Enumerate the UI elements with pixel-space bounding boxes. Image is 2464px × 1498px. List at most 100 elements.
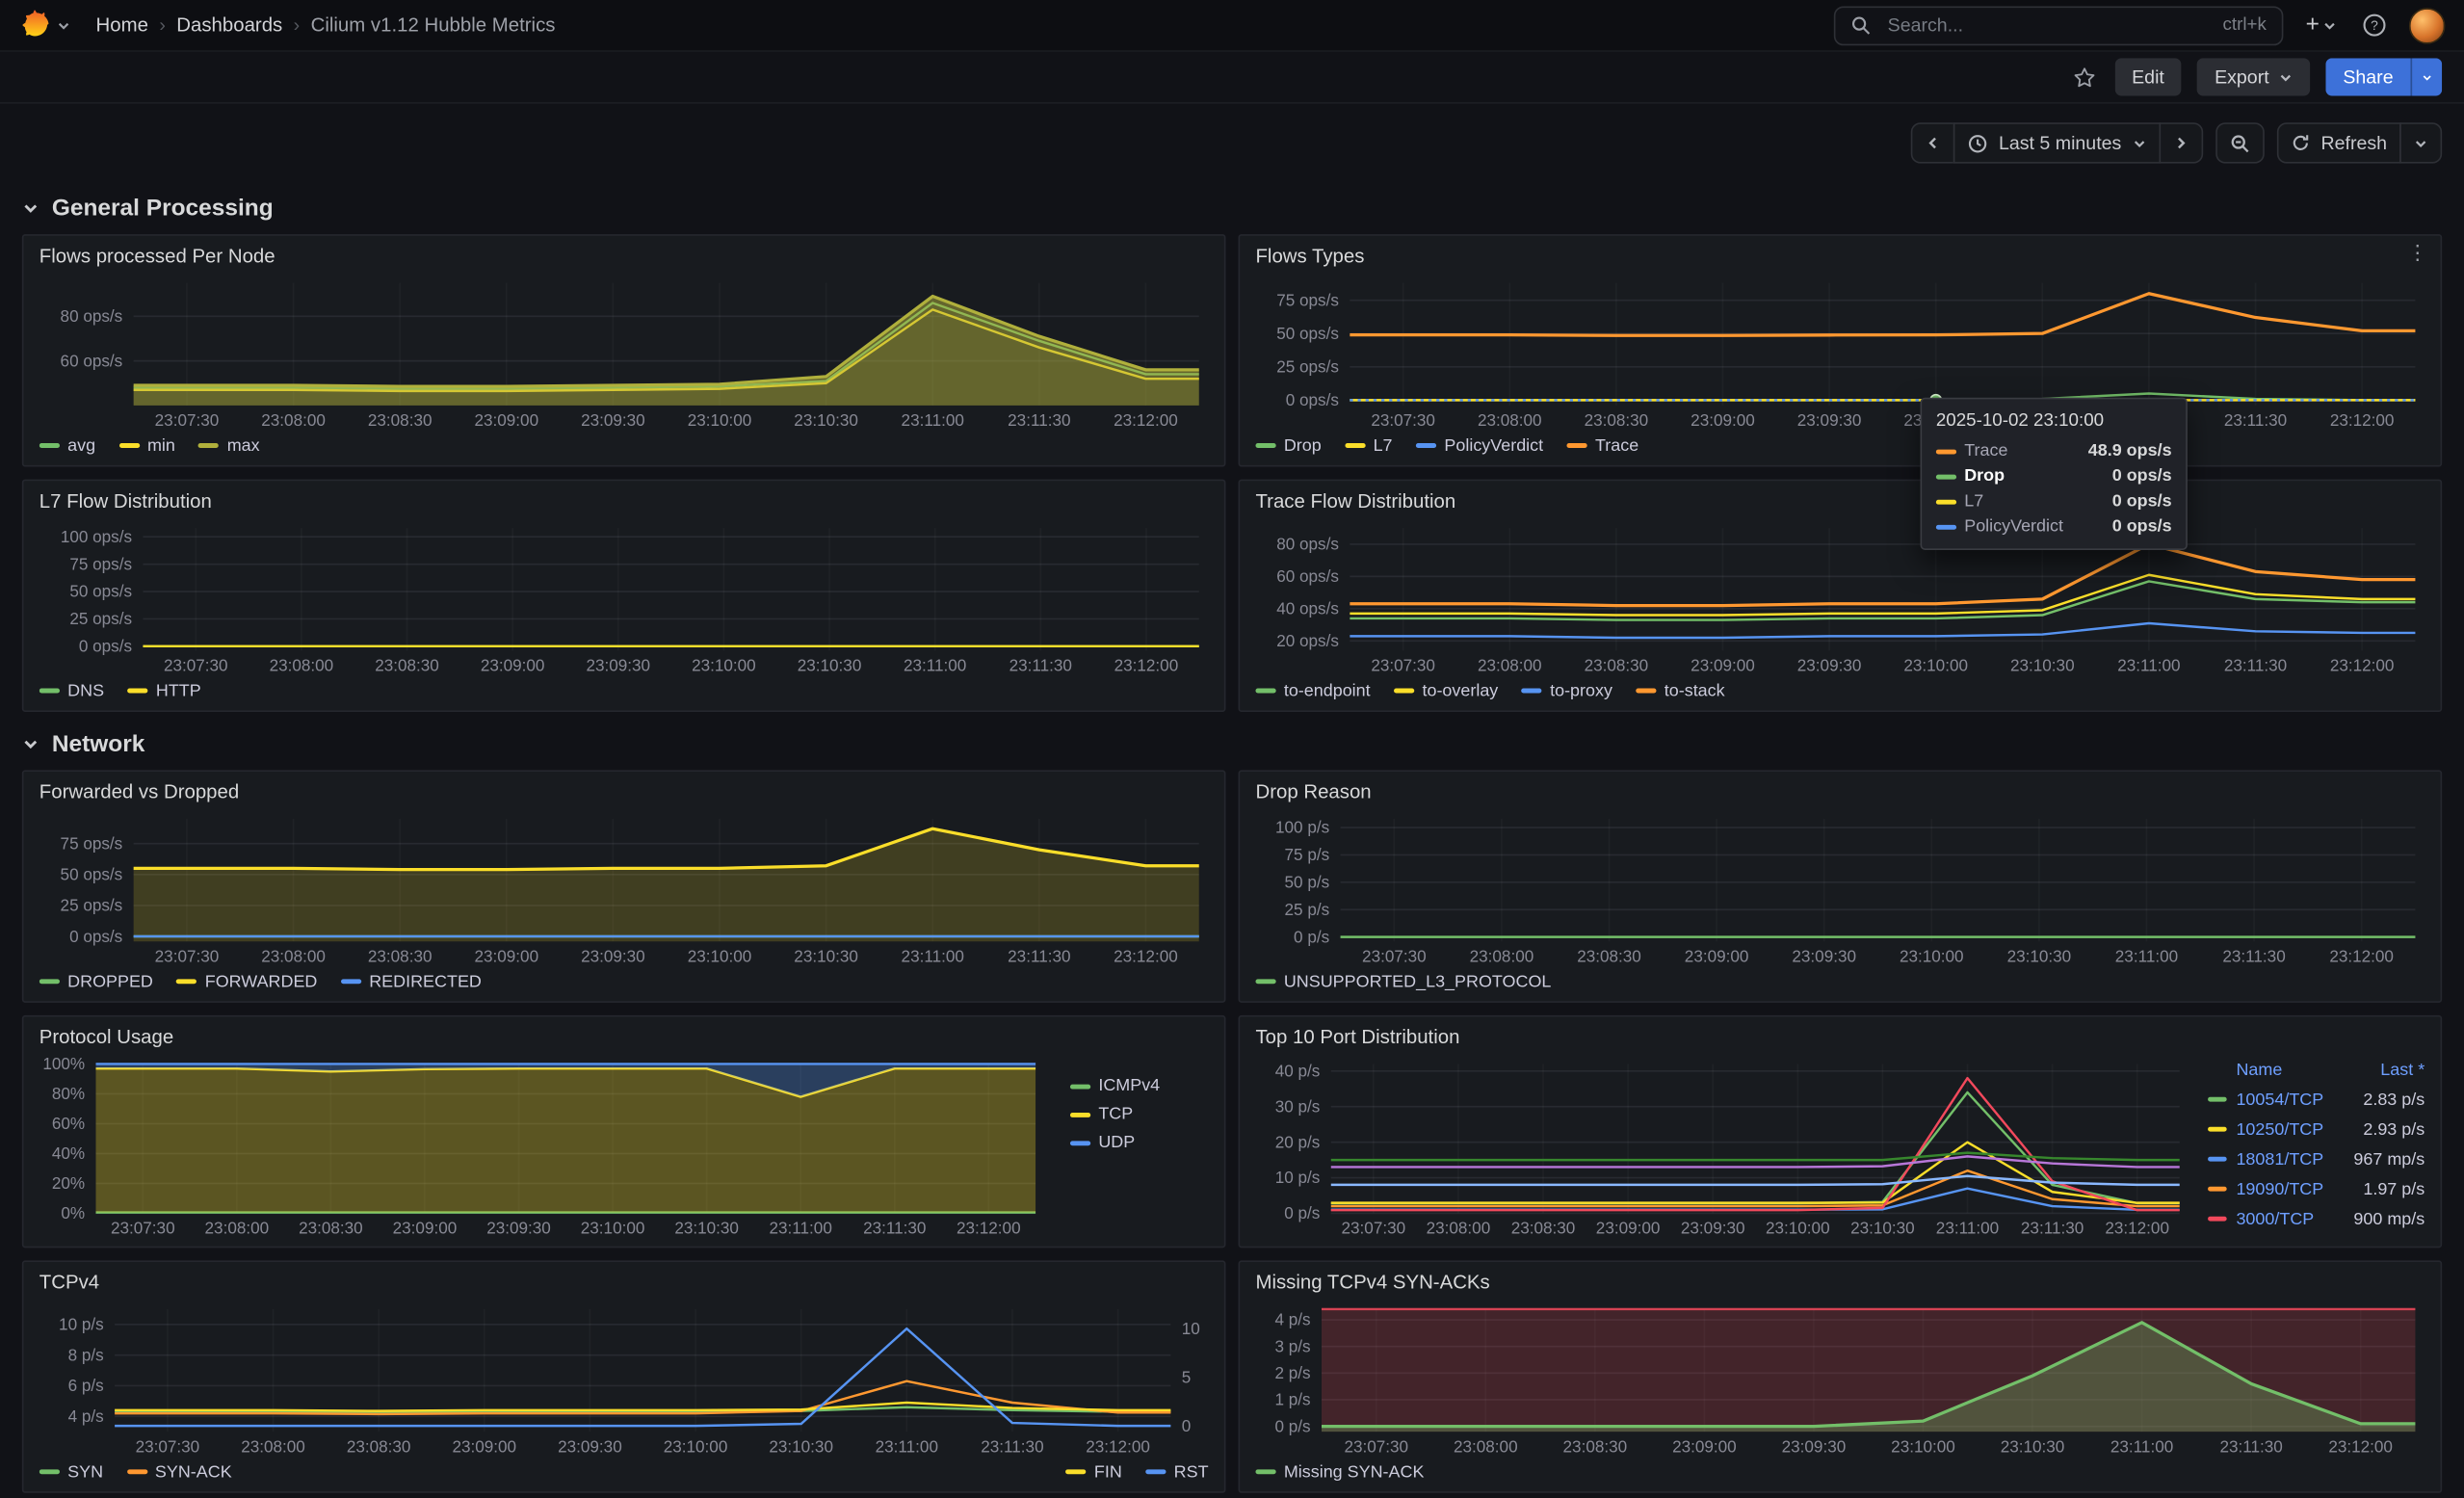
star-button[interactable]	[2069, 62, 2099, 92]
search-input[interactable]	[1884, 13, 2211, 39]
panel-title[interactable]: Trace Flow Distribution	[1255, 489, 1456, 512]
legend-table-row[interactable]: 3000/TCP 900 mp/s	[2208, 1204, 2425, 1234]
panel-title[interactable]: L7 Flow Distribution	[39, 489, 212, 512]
svg-text:25 ops/s: 25 ops/s	[61, 897, 123, 915]
panel-title[interactable]: TCPv4	[39, 1271, 100, 1294]
legend-item-to-endpoint[interactable]: to-endpoint	[1255, 681, 1371, 700]
svg-text:60 ops/s: 60 ops/s	[61, 352, 123, 370]
section-header-general-processing[interactable]: General Processing	[22, 195, 2442, 222]
panel-title[interactable]: Forwarded vs Dropped	[39, 780, 240, 803]
svg-text:100%: 100%	[42, 1055, 85, 1073]
search-box[interactable]: ctrl+k	[1834, 5, 2284, 45]
chart-drop-reason[interactable]: 0 p/s 25 p/s 50 p/s 75 p/s 100 p/s 23:07:30 23…	[1255, 809, 2425, 968]
series-name[interactable]: 10250/TCP	[2236, 1119, 2324, 1139]
svg-text:23:10:30: 23:10:30	[1850, 1220, 1915, 1238]
chart-flows-types[interactable]: 0 ops/s 25 ops/s 50 ops/s 75 ops/s 23:07:30 2…	[1255, 274, 2425, 433]
section-header-network[interactable]: Network	[22, 731, 2442, 757]
edit-button[interactable]: Edit	[2114, 58, 2182, 96]
export-button[interactable]: Export	[2197, 58, 2311, 96]
search-icon	[1851, 14, 1872, 35]
share-menu-button[interactable]	[2410, 58, 2443, 96]
series-name[interactable]: 19090/TCP	[2236, 1179, 2324, 1198]
series-last-value: 2.93 p/s	[2363, 1119, 2425, 1139]
svg-text:25 p/s: 25 p/s	[1285, 901, 1330, 919]
legend-item-icmpv4[interactable]: ICMPv4	[1069, 1076, 1160, 1095]
legend-item-to-stack[interactable]: to-stack	[1636, 681, 1725, 700]
time-shift-forward-button[interactable]	[2159, 122, 2204, 164]
legend-item-http[interactable]: HTTP	[127, 681, 201, 700]
legend-label: HTTP	[155, 681, 201, 700]
legend-table-row[interactable]: 18081/TCP 967 mp/s	[2208, 1144, 2425, 1174]
legend-item-fin[interactable]: FIN	[1065, 1462, 1122, 1482]
chart-protocol-usage[interactable]: 0% 20% 40% 60% 80% 100% 23:07:30 23:08:00 23:08:…	[39, 1055, 1045, 1241]
section-network: Network Forwarded vs Dropped 0 ops/s 25 op…	[0, 731, 2464, 1493]
svg-text:25 ops/s: 25 ops/s	[1276, 357, 1339, 376]
svg-text:0: 0	[1182, 1417, 1192, 1435]
legend-item-to-overlay[interactable]: to-overlay	[1394, 681, 1498, 700]
svg-text:23:12:00: 23:12:00	[1114, 411, 1178, 430]
panel-title[interactable]: Flows processed Per Node	[39, 245, 275, 268]
legend-label: to-stack	[1664, 681, 1725, 700]
chart-missing-tcpv4-syn-acks[interactable]: 0 p/s 1 p/s 2 p/s 3 p/s 4 p/s 23:07:30 23:08:0…	[1255, 1300, 2425, 1459]
refresh-interval-button[interactable]	[2399, 122, 2443, 164]
legend-item-udp[interactable]: UDP	[1069, 1133, 1135, 1152]
panel-title[interactable]: Drop Reason	[1255, 780, 1372, 803]
svg-text:3 p/s: 3 p/s	[1274, 1337, 1310, 1355]
legend-table-row[interactable]: 19090/TCP 1.97 p/s	[2208, 1174, 2425, 1204]
refresh-button[interactable]: Refresh	[2276, 122, 2401, 164]
legend-table-row[interactable]: 10054/TCP 2.83 p/s	[2208, 1085, 2425, 1115]
legend-item-tcp[interactable]: TCP	[1069, 1105, 1133, 1123]
panel-title[interactable]: Protocol Usage	[39, 1026, 174, 1049]
panel-grid-network: Forwarded vs Dropped 0 ops/s 25 ops/s 50 op…	[21, 770, 2443, 1493]
column-header-name[interactable]: Name	[2236, 1060, 2283, 1079]
legend-item-trace[interactable]: Trace	[1566, 436, 1638, 455]
chart-forwarded-vs-dropped[interactable]: 0 ops/s 25 ops/s 50 ops/s 75 ops/s 23:07:30 2…	[39, 809, 1209, 968]
chart-flows-processed-per-node[interactable]: 60 ops/s 80 ops/s 23:07:30 23:08:00 23:08:30…	[39, 274, 1209, 433]
chart-l7-flow-distribution[interactable]: 0 ops/s 25 ops/s 50 ops/s 75 ops/s 100 ops/s…	[39, 518, 1209, 677]
legend-item-dns[interactable]: DNS	[39, 681, 104, 700]
panel-title[interactable]: Missing TCPv4 SYN-ACKs	[1255, 1271, 1490, 1294]
legend-item-to-proxy[interactable]: to-proxy	[1521, 681, 1612, 700]
svg-text:75 ops/s: 75 ops/s	[61, 834, 123, 853]
time-range-picker[interactable]: Last 5 minutes	[1953, 122, 2162, 164]
legend-label: SYN-ACK	[154, 1461, 232, 1482]
svg-text:23:09:30: 23:09:30	[581, 947, 645, 965]
column-header-last[interactable]: Last *	[2380, 1060, 2425, 1079]
chart-top-10-port-distribution[interactable]: 0 p/s 10 p/s 20 p/s 30 p/s 40 p/s 23:07:30 23:…	[1255, 1055, 2189, 1241]
chart-trace-flow-distribution[interactable]: 20 ops/s 40 ops/s 60 ops/s 80 ops/s 23:07:30…	[1255, 518, 2425, 677]
legend-item-rst[interactable]: RST	[1145, 1462, 1209, 1482]
panel-menu-icon[interactable]: ⋮	[2407, 240, 2428, 265]
legend-table-row[interactable]: 10250/TCP 2.93 p/s	[2208, 1115, 2425, 1144]
legend-item-max[interactable]: max	[198, 436, 260, 455]
chart-tcpv4[interactable]: 4 p/s 6 p/s 8 p/s 10 p/s 0 5 10 23:07:30 23:08:0…	[39, 1300, 1209, 1459]
series-name[interactable]: 10054/TCP	[2236, 1090, 2324, 1109]
user-avatar[interactable]	[2408, 7, 2446, 43]
svg-text:80%: 80%	[52, 1085, 85, 1103]
share-button[interactable]: Share	[2325, 58, 2411, 96]
svg-text:23:09:30: 23:09:30	[1792, 947, 1856, 965]
breadcrumb-home[interactable]: Home	[95, 13, 148, 37]
legend-item-syn[interactable]: SYN	[39, 1462, 103, 1482]
panel-title[interactable]: Top 10 Port Distribution	[1255, 1026, 1460, 1049]
zoom-out-button[interactable]	[2215, 122, 2265, 164]
legend-item-avg[interactable]: avg	[39, 436, 95, 455]
legend-item-dropped[interactable]: DROPPED	[39, 972, 153, 991]
legend-item-redirected[interactable]: REDIRECTED	[340, 972, 482, 991]
legend-item-forwarded[interactable]: FORWARDED	[176, 972, 317, 991]
breadcrumb-dashboards[interactable]: Dashboards	[176, 13, 283, 37]
legend-item-syn-ack[interactable]: SYN-ACK	[126, 1461, 232, 1482]
legend-item-policyverdict[interactable]: PolicyVerdict	[1416, 436, 1543, 455]
add-button[interactable]: +	[2302, 11, 2340, 39]
help-button[interactable]: ?	[2359, 10, 2391, 41]
legend-item-l7[interactable]: L7	[1345, 436, 1393, 455]
legend-item-min[interactable]: min	[118, 436, 175, 455]
time-shift-back-button[interactable]	[1910, 122, 1955, 164]
grafana-logo-button[interactable]	[19, 9, 71, 41]
legend-item-missing-syn-ack[interactable]: Missing SYN-ACK	[1255, 1462, 1424, 1482]
panel-title[interactable]: Flows Types	[1255, 245, 1365, 268]
plus-icon: +	[2305, 11, 2320, 39]
legend-item-drop[interactable]: Drop	[1255, 436, 1322, 455]
legend-item-unsupported-l3-protocol[interactable]: UNSUPPORTED_L3_PROTOCOL	[1255, 972, 1551, 991]
series-name[interactable]: 3000/TCP	[2236, 1209, 2315, 1228]
series-name[interactable]: 18081/TCP	[2236, 1149, 2324, 1169]
